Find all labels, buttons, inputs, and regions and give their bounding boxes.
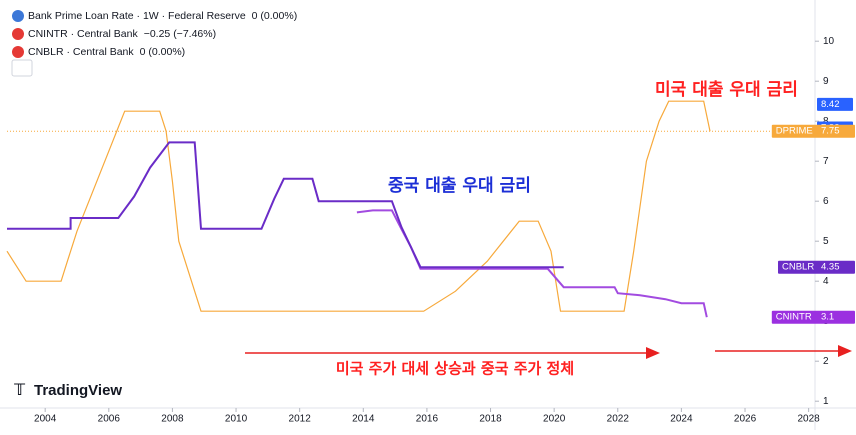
- svg-text:𝕋: 𝕋: [14, 382, 26, 399]
- y-tick-label: 7: [823, 156, 829, 167]
- annotation: 중국 대출 우대 금리: [388, 176, 531, 196]
- price-label-value: 4.35: [821, 262, 840, 273]
- y-tick-label: 6: [823, 196, 829, 207]
- legend-change: −0.25 (−7.46%): [144, 28, 216, 40]
- x-tick-label: 2004: [34, 414, 57, 425]
- plot-area: [6, 100, 815, 318]
- legend-label: Bank Prime Loan Rate · 1W · Federal Rese…: [28, 10, 246, 22]
- price-label-value: 7.75: [821, 126, 840, 137]
- collapse-button: [11, 59, 33, 77]
- x-tick-label: 2014: [352, 414, 375, 425]
- price-label-box: [771, 124, 855, 138]
- legend-change: 0 (0.00%): [140, 46, 186, 58]
- price-label-box: [778, 260, 855, 274]
- annotation: 미국 주가 대세 상승과 중국 주가 정체: [336, 360, 574, 378]
- x-tick-label: 2028: [798, 414, 821, 425]
- x-tick-label: 2018: [479, 414, 502, 425]
- x-tick-label: 2008: [161, 414, 184, 425]
- price-label: CNBLR 4.35: [778, 260, 855, 274]
- x-tick-label: 2026: [734, 414, 757, 425]
- price-label-name: CNINTR: [776, 312, 812, 323]
- logo-text: TradingView: [34, 382, 122, 399]
- legend-icon: [12, 10, 24, 22]
- price-label-box: [771, 310, 855, 324]
- legend-label: CNBLR · Central Bank: [28, 46, 134, 58]
- legend-label: CNINTR · Central Bank: [28, 28, 138, 40]
- x-tick-label: 2010: [225, 414, 248, 425]
- series-line: [7, 141, 564, 269]
- price-label-box: [817, 97, 853, 111]
- x-tick-label: 2016: [416, 414, 439, 425]
- y-tick-label: 4: [823, 276, 829, 287]
- arrow: [245, 345, 852, 359]
- series-line: [356, 209, 708, 318]
- price-label-name: DPRIME: [776, 126, 813, 137]
- y-tick-label: 2: [823, 356, 829, 367]
- x-tick-label: 2020: [543, 414, 566, 425]
- x-tick-label: 2012: [289, 414, 312, 425]
- price-label: CNINTR 3.1: [771, 310, 855, 324]
- y-tick-label: 10: [823, 36, 835, 47]
- annotation: 미국 대출 우대 금리: [655, 80, 798, 100]
- y-tick-label: 9: [823, 76, 829, 87]
- x-tick-label: 2022: [607, 414, 630, 425]
- legend-icon: [12, 28, 24, 40]
- x-tick-label: 2024: [670, 414, 693, 425]
- y-tick-label: 8: [823, 116, 829, 127]
- x-tick-label: 2006: [98, 414, 121, 425]
- logo: 𝕋 TradingView: [14, 382, 122, 399]
- legend: Bank Prime Loan Rate · 1W · Federal Rese…: [11, 10, 298, 77]
- y-tick-label: 5: [823, 236, 829, 247]
- legend-change: 0 (0.00%): [252, 10, 298, 22]
- price-label-value: 3.1: [821, 312, 834, 323]
- price-label-value: 8.42: [821, 99, 840, 110]
- legend-icon: [12, 46, 24, 58]
- price-label-name: CNBLR: [782, 262, 814, 273]
- y-tick-label: 1: [823, 396, 829, 407]
- price-label: DPRIME 7.75: [771, 124, 855, 138]
- price-label: 8.42: [817, 97, 853, 111]
